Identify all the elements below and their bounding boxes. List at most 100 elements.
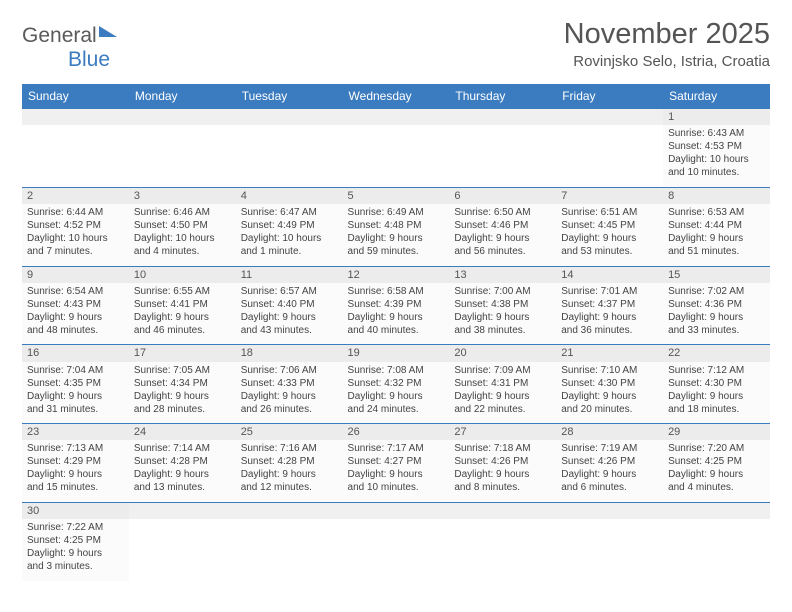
sunset-text: Sunset: 4:32 PM xyxy=(348,377,445,390)
weekday-header: Friday xyxy=(556,84,663,109)
sunrise-text: Sunrise: 6:57 AM xyxy=(241,285,338,298)
day-number: 7 xyxy=(561,190,567,202)
title-block: November 2025 Rovinjsko Selo, Istria, Cr… xyxy=(564,18,770,70)
day-cell: Sunrise: 7:09 AMSunset: 4:31 PMDaylight:… xyxy=(449,362,556,424)
daylight-text: Daylight: 9 hours xyxy=(454,468,551,481)
day-number-cell xyxy=(22,109,129,126)
sunset-text: Sunset: 4:49 PM xyxy=(241,219,338,232)
day-number-cell: 4 xyxy=(236,187,343,204)
day-number: 9 xyxy=(27,269,33,281)
day-number: 15 xyxy=(668,269,680,281)
sunset-text: Sunset: 4:52 PM xyxy=(27,219,124,232)
calendar-table: Sunday Monday Tuesday Wednesday Thursday… xyxy=(22,84,770,581)
daylight-text: and 59 minutes. xyxy=(348,245,445,258)
day-number-cell xyxy=(236,502,343,519)
sunrise-text: Sunrise: 6:55 AM xyxy=(134,285,231,298)
sunset-text: Sunset: 4:39 PM xyxy=(348,298,445,311)
day-number: 17 xyxy=(134,347,146,359)
daylight-text: Daylight: 9 hours xyxy=(348,390,445,403)
daylight-text: Daylight: 9 hours xyxy=(241,468,338,481)
daylight-text: and 4 minutes. xyxy=(134,245,231,258)
day-number: 20 xyxy=(454,347,466,359)
daylight-text: and 10 minutes. xyxy=(668,166,765,179)
week-number-row: 30 xyxy=(22,502,770,519)
day-number-cell xyxy=(556,502,663,519)
daylight-text: Daylight: 10 hours xyxy=(241,232,338,245)
daylight-text: and 24 minutes. xyxy=(348,403,445,416)
daylight-text: Daylight: 9 hours xyxy=(241,311,338,324)
daylight-text: Daylight: 9 hours xyxy=(454,311,551,324)
sunrise-text: Sunrise: 6:51 AM xyxy=(561,206,658,219)
day-number-cell: 26 xyxy=(343,424,450,441)
day-cell: Sunrise: 6:58 AMSunset: 4:39 PMDaylight:… xyxy=(343,283,450,345)
week-details-row: Sunrise: 7:04 AMSunset: 4:35 PMDaylight:… xyxy=(22,362,770,424)
daylight-text: Daylight: 9 hours xyxy=(668,468,765,481)
daylight-text: Daylight: 9 hours xyxy=(454,232,551,245)
day-number-cell: 22 xyxy=(663,345,770,362)
location: Rovinjsko Selo, Istria, Croatia xyxy=(564,53,770,70)
daylight-text: Daylight: 9 hours xyxy=(668,390,765,403)
day-number-cell: 2 xyxy=(22,187,129,204)
day-cell xyxy=(556,125,663,187)
sunset-text: Sunset: 4:31 PM xyxy=(454,377,551,390)
day-cell: Sunrise: 7:22 AMSunset: 4:25 PMDaylight:… xyxy=(22,519,129,581)
sunset-text: Sunset: 4:25 PM xyxy=(27,534,124,547)
day-number: 6 xyxy=(454,190,460,202)
week-number-row: 23242526272829 xyxy=(22,424,770,441)
sunset-text: Sunset: 4:38 PM xyxy=(454,298,551,311)
week-number-row: 1 xyxy=(22,109,770,126)
day-number-cell: 25 xyxy=(236,424,343,441)
sunrise-text: Sunrise: 7:18 AM xyxy=(454,442,551,455)
sunrise-text: Sunrise: 6:50 AM xyxy=(454,206,551,219)
day-number-cell: 27 xyxy=(449,424,556,441)
day-cell: Sunrise: 6:49 AMSunset: 4:48 PMDaylight:… xyxy=(343,204,450,266)
sunset-text: Sunset: 4:48 PM xyxy=(348,219,445,232)
day-cell xyxy=(449,125,556,187)
day-number: 28 xyxy=(561,426,573,438)
daylight-text: Daylight: 9 hours xyxy=(134,468,231,481)
day-number-cell xyxy=(129,109,236,126)
daylight-text: and 26 minutes. xyxy=(241,403,338,416)
page-title: November 2025 xyxy=(564,18,770,51)
day-cell: Sunrise: 6:51 AMSunset: 4:45 PMDaylight:… xyxy=(556,204,663,266)
weekday-header-row: Sunday Monday Tuesday Wednesday Thursday… xyxy=(22,84,770,109)
sunrise-text: Sunrise: 7:10 AM xyxy=(561,364,658,377)
day-cell: Sunrise: 7:04 AMSunset: 4:35 PMDaylight:… xyxy=(22,362,129,424)
day-number-cell xyxy=(449,109,556,126)
day-cell: Sunrise: 7:14 AMSunset: 4:28 PMDaylight:… xyxy=(129,440,236,502)
day-number: 25 xyxy=(241,426,253,438)
week-details-row: Sunrise: 6:54 AMSunset: 4:43 PMDaylight:… xyxy=(22,283,770,345)
sunset-text: Sunset: 4:25 PM xyxy=(668,455,765,468)
day-cell: Sunrise: 6:43 AMSunset: 4:53 PMDaylight:… xyxy=(663,125,770,187)
daylight-text: and 3 minutes. xyxy=(27,560,124,573)
day-cell xyxy=(129,519,236,581)
day-cell: Sunrise: 6:54 AMSunset: 4:43 PMDaylight:… xyxy=(22,283,129,345)
day-number-cell: 8 xyxy=(663,187,770,204)
day-number: 18 xyxy=(241,347,253,359)
weekday-header: Sunday xyxy=(22,84,129,109)
week-details-row: Sunrise: 6:43 AMSunset: 4:53 PMDaylight:… xyxy=(22,125,770,187)
day-number-cell: 11 xyxy=(236,266,343,283)
daylight-text: and 18 minutes. xyxy=(668,403,765,416)
sunset-text: Sunset: 4:43 PM xyxy=(27,298,124,311)
sunset-text: Sunset: 4:40 PM xyxy=(241,298,338,311)
day-number: 16 xyxy=(27,347,39,359)
sunrise-text: Sunrise: 7:22 AM xyxy=(27,521,124,534)
day-number-cell: 10 xyxy=(129,266,236,283)
day-cell: Sunrise: 7:20 AMSunset: 4:25 PMDaylight:… xyxy=(663,440,770,502)
daylight-text: and 38 minutes. xyxy=(454,324,551,337)
day-cell xyxy=(663,519,770,581)
daylight-text: and 6 minutes. xyxy=(561,481,658,494)
day-number-cell: 30 xyxy=(22,502,129,519)
week-details-row: Sunrise: 6:44 AMSunset: 4:52 PM Daylight:… xyxy=(22,204,770,266)
daylight-text: and 13 minutes. xyxy=(134,481,231,494)
daylight-text: Daylight: 9 hours xyxy=(348,468,445,481)
day-number-cell xyxy=(556,109,663,126)
day-number-cell xyxy=(236,109,343,126)
day-cell xyxy=(236,125,343,187)
sunrise-text: Sunrise: 6:44 AM xyxy=(27,206,124,219)
sunrise-text: Sunrise: 7:14 AM xyxy=(134,442,231,455)
day-number-cell: 16 xyxy=(22,345,129,362)
day-cell: Sunrise: 7:01 AMSunset: 4:37 PMDaylight:… xyxy=(556,283,663,345)
week-number-row: 2345678 xyxy=(22,187,770,204)
